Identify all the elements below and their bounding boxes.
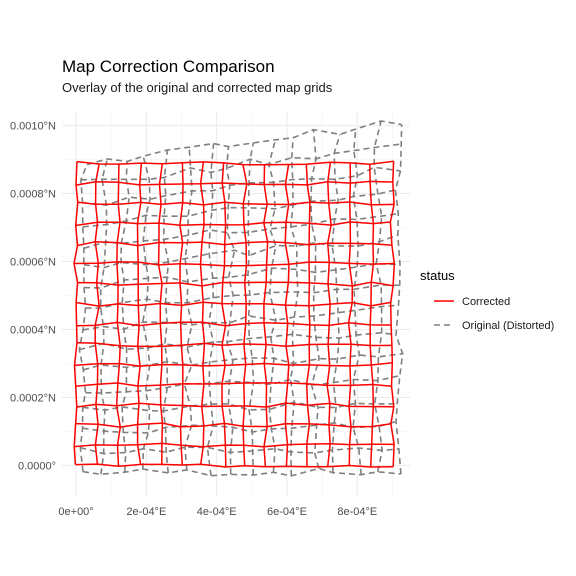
corrected-grid-column [347,162,354,466]
corrected-grid-row [76,160,394,166]
corrected-grid-row [75,180,393,186]
y-tick-label: 0.0010°N [10,121,56,133]
corrected-grid-column [369,164,375,468]
original-grid-column [78,164,88,472]
corrected-grid-column [115,164,122,467]
corrected-grid-row [75,221,391,227]
y-tick-label: 0.0004°N [10,324,56,336]
corrected-grid-column [389,161,396,467]
x-tick-label: 8e-04°E [337,506,377,518]
corrected-grid-row [73,261,395,267]
y-tick-label: 0.0002°N [10,392,56,404]
series-layer [73,120,404,477]
corrected-grid-column [157,163,164,465]
y-axis-ticks: 0.0000° 0.0002°N 0.0004°N 0.0006°N 0.0008°N 0… [10,121,56,473]
legend-title: status [420,268,455,283]
original-grid-row [82,401,398,412]
original-grid-row [83,234,399,269]
corrected-grid-row [74,362,393,367]
original-grid-row [83,212,399,250]
original-grid-row [82,304,399,331]
original-grid-row [85,284,400,309]
original-grid-column [183,147,193,470]
original-grid-column [206,143,215,476]
corrected-grid-column [305,164,311,467]
x-tick-label: 4e-04°E [197,506,237,518]
original-grid-row [82,189,396,228]
original-grid-column [289,137,299,476]
original-grid-column [120,161,130,473]
corrected-grid-row [77,201,395,206]
corrected-grid-column [263,164,269,467]
original-grid-column [225,146,236,475]
original-grid-column [247,142,255,476]
corrected-grid-row [77,241,392,247]
original-grid-column [99,158,109,475]
corrected-grid-row [76,341,392,348]
original-grid-column [352,129,362,475]
original-grid-column [162,149,170,473]
x-axis-ticks: 0e+00° 2e-04°E 4e-04°E 6e-04°E 8e-04°E [58,506,377,518]
corrected-grid-row [76,321,392,327]
y-tick-label: 0.0000° [18,460,56,472]
corrected-grid-row [77,281,394,287]
y-tick-label: 0.0008°N [10,189,56,201]
corrected-grid-row [75,463,394,468]
x-tick-label: 6e-04°E [267,506,307,518]
corrected-grid-column [73,161,79,465]
original-grid-column [141,155,151,470]
original-grid-row [83,352,403,371]
original-grid-row [80,446,399,455]
original-grid-row [80,143,402,181]
original-grid-column [394,124,404,475]
original-grid-column [331,134,341,473]
plot-panel [62,112,410,496]
corrected-grid-column [284,164,290,467]
original-grid-row [82,166,401,206]
original-grid-row [85,374,400,394]
corrected-grid-column [94,163,100,465]
chart-subtitle: Overlay of the original and corrected ma… [62,80,333,95]
corrected-grid-column [199,161,206,465]
legend-entry-label: Original (Distorted) [462,320,554,332]
y-tick-label: 0.0006°N [10,257,56,269]
corrected-grid-column [242,164,248,466]
chart-title: Map Correction Comparison [62,57,275,76]
original-grid-column [373,120,383,472]
corrected-grid-column [326,162,332,467]
corrected-grid [73,160,396,468]
corrected-grid-row [76,402,394,408]
corrected-grid-column [221,162,227,468]
original-grid-column [310,129,320,469]
original-grid-row [83,262,401,289]
corrected-grid-row [75,422,392,428]
legend-entry-label: Corrected [462,296,510,308]
corrected-grid-column [179,162,184,466]
original-grid-column [268,139,277,473]
x-tick-label: 0e+00° [58,506,93,518]
original-grid-row [79,331,397,351]
legend-entries: Corrected Original (Distorted) [434,296,554,332]
original-grid [78,120,404,477]
corrected-grid-column [136,163,143,465]
legend: status Corrected Original (Distorted) [420,268,554,332]
original-grid-row [82,467,401,477]
corrected-grid-row [74,442,395,448]
corrected-grid-row [75,301,391,307]
x-tick-label: 2e-04°E [126,506,166,518]
corrected-grid-row [75,382,392,388]
